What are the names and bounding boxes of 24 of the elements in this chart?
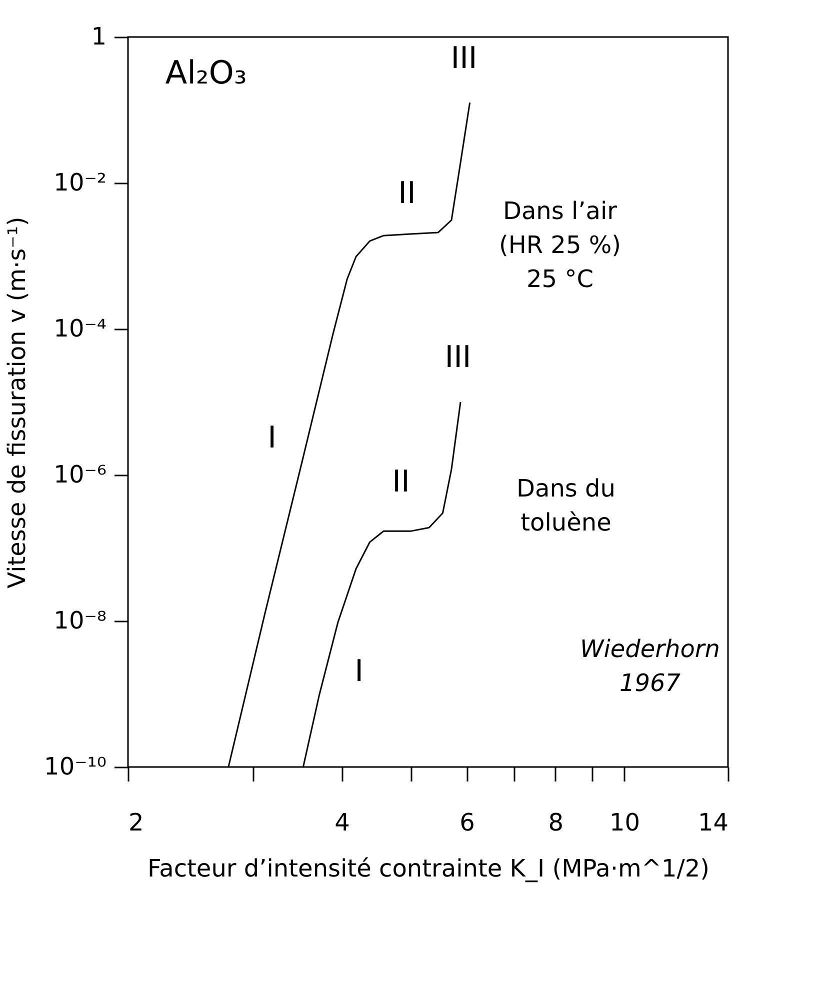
y-axis-title: Vitesse de fissuration v (m·s⁻¹): [3, 216, 32, 588]
y-tick-label: 10⁻⁴: [54, 314, 106, 342]
x-tick-label: 6: [460, 808, 475, 836]
annotation: Wiederhorn 1967: [580, 635, 720, 698]
y-tick-label: 1: [91, 22, 106, 50]
annotation: II: [398, 176, 416, 211]
annotation: Dans l’air (HR 25 %) 25 °C: [498, 197, 622, 294]
annotation: III: [444, 340, 472, 376]
x-tick-label: 8: [548, 808, 564, 836]
annotation: Dans du toluène: [516, 474, 616, 537]
annotation: III: [450, 40, 478, 76]
annotation: I: [354, 654, 364, 690]
y-tick-label: 10⁻⁸: [54, 606, 106, 634]
x-axis-title: Facteur d’intensité contrainte K_I (MPa·m^1/2): [148, 854, 710, 882]
annotation: II: [392, 464, 410, 500]
x-tick-label: 4: [334, 808, 350, 836]
x-tick-label: 14: [698, 808, 728, 836]
annotation: Al₂O₃: [165, 54, 247, 92]
x-tick-label: 10: [609, 808, 640, 836]
y-tick-label: 10⁻⁶: [54, 460, 106, 488]
x-tick-label: 2: [128, 808, 144, 836]
annotation: I: [268, 420, 276, 456]
y-tick-label: 10⁻²: [54, 168, 106, 196]
y-tick-label: 10⁻¹⁰: [44, 752, 106, 780]
